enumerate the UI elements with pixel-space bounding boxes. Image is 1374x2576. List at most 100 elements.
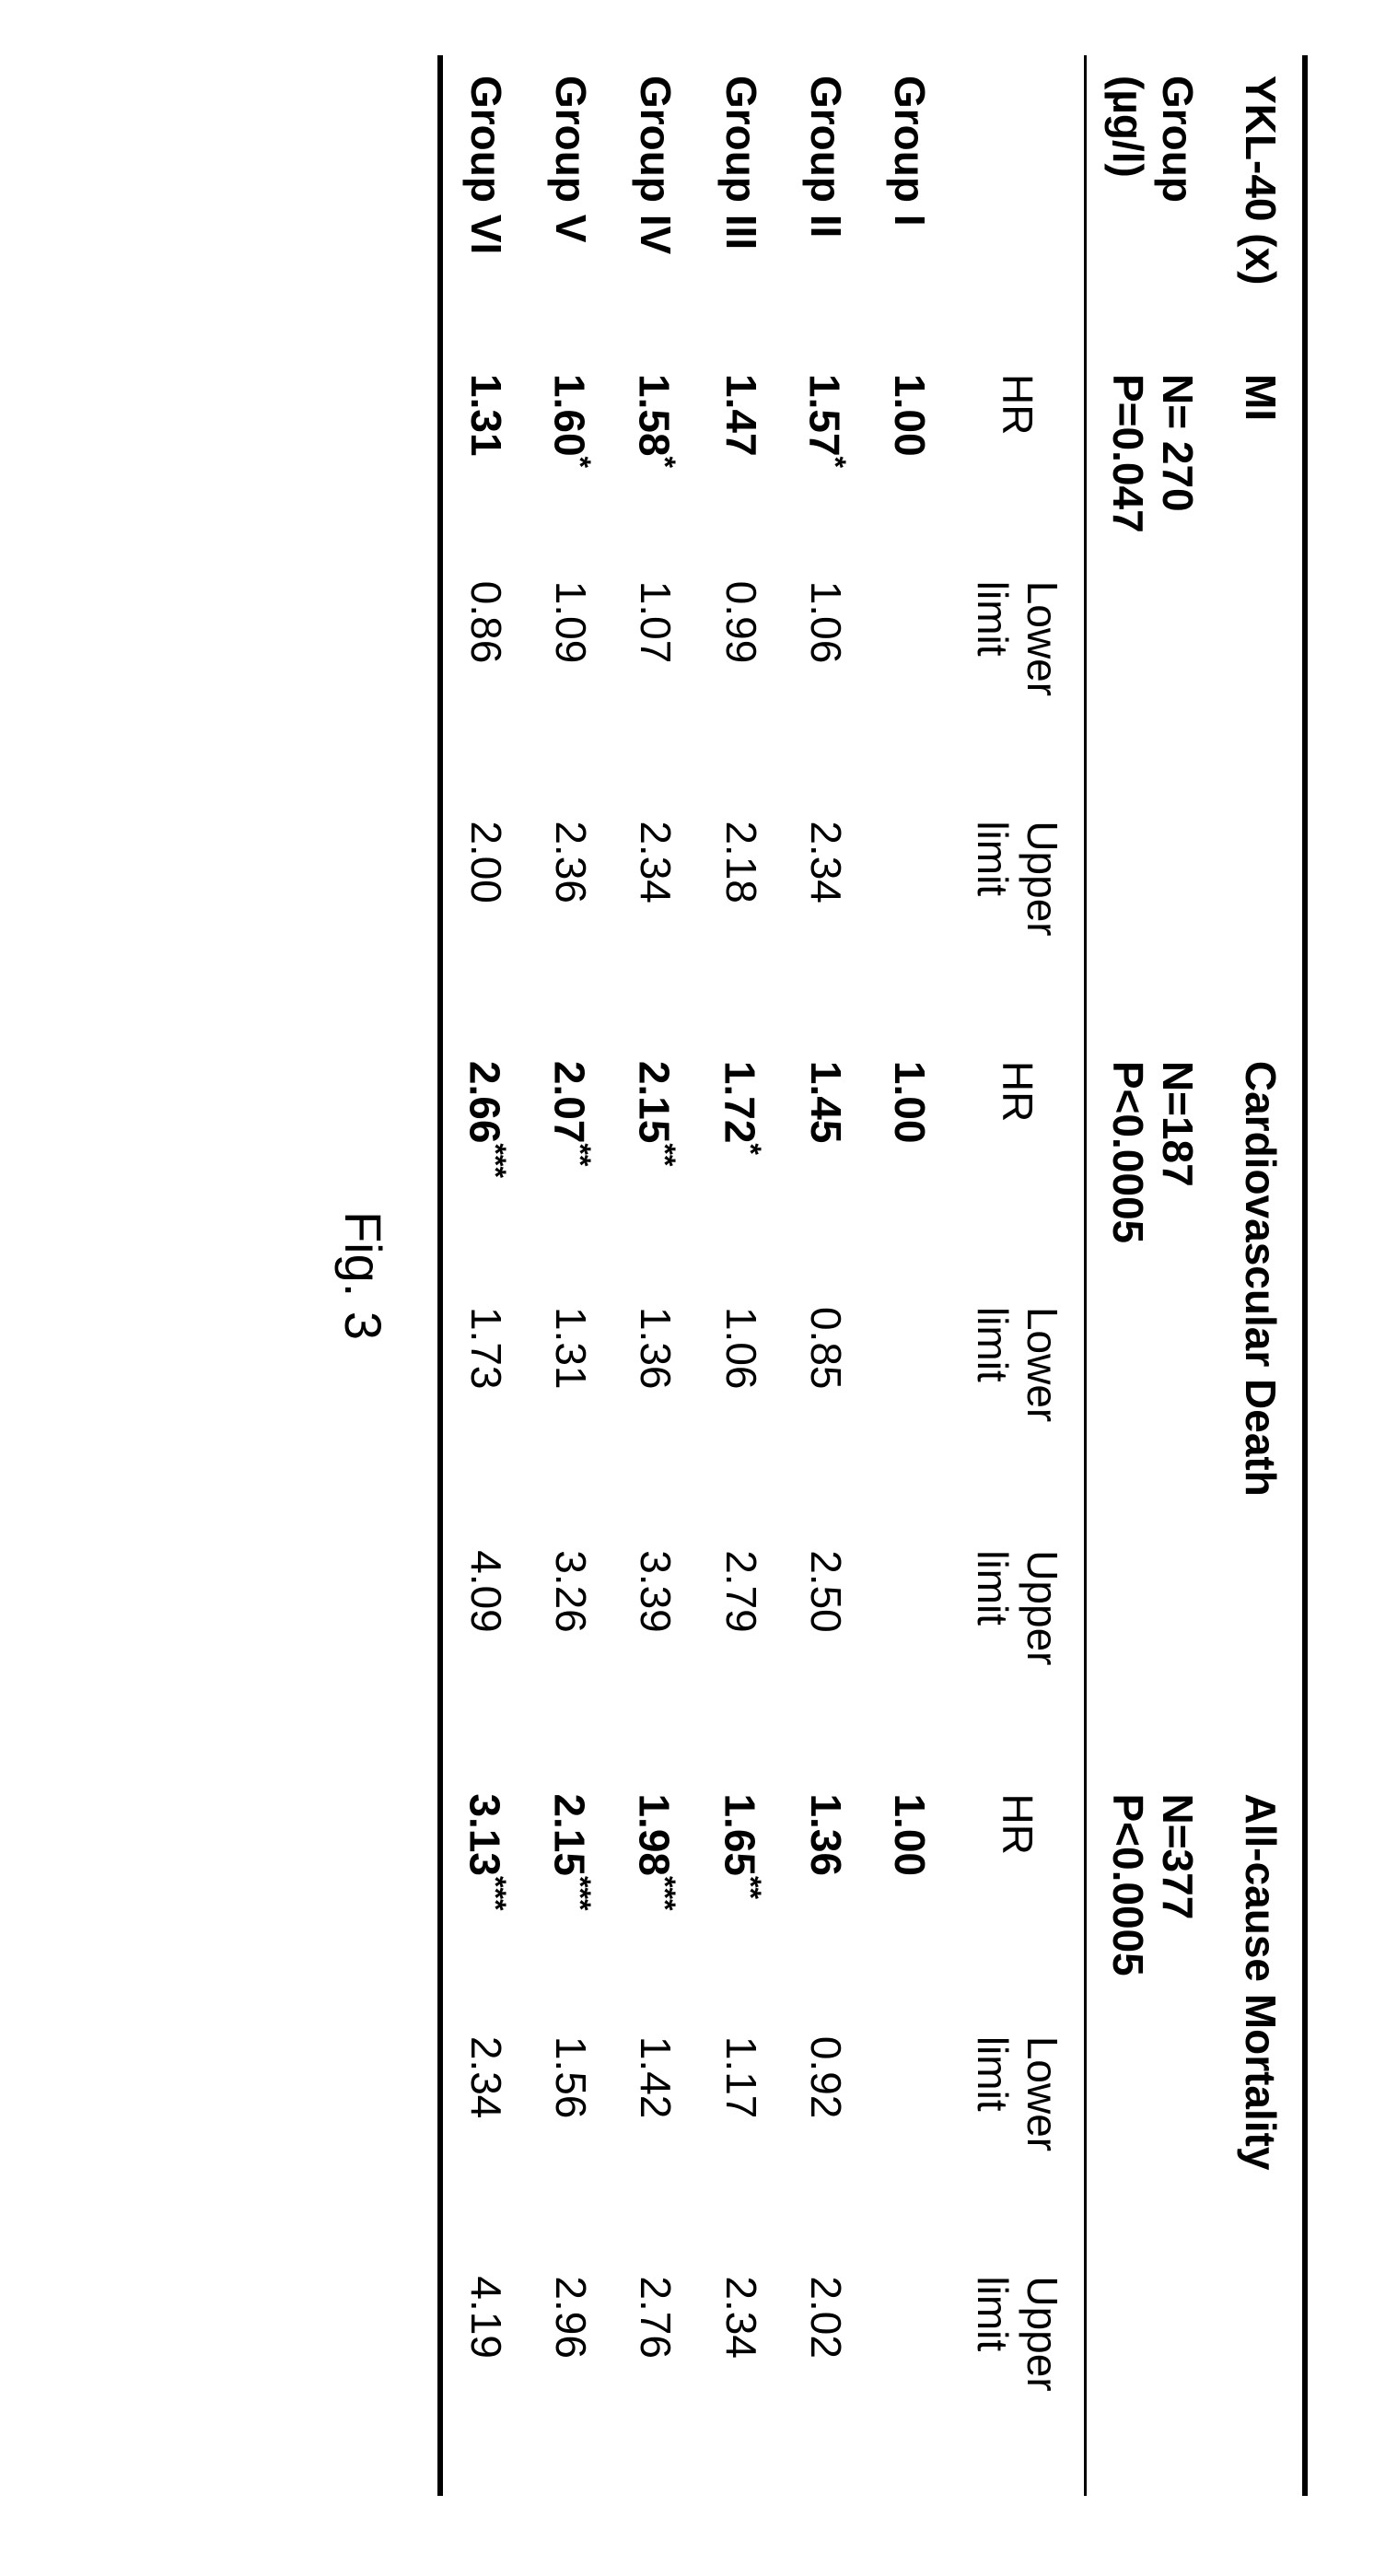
table-row: Group I1.001.001.00	[868, 55, 951, 2496]
cv-lower-label: Lower limit	[951, 1287, 1086, 1530]
table-cell: 2.34	[698, 2255, 783, 2496]
mi-upper-label: Upper limit	[951, 800, 1086, 1041]
significance-marker: ***	[648, 1876, 681, 1911]
table-cell: 1.00	[868, 1041, 951, 1287]
significance-marker: **	[734, 1876, 767, 1899]
table-row: Group VI1.310.862.002.66***1.734.093.13*…	[440, 55, 528, 2496]
col-mi-header: MI	[1219, 354, 1305, 1041]
table-cell: 2.66***	[440, 1041, 528, 1287]
table-cell	[868, 2016, 951, 2256]
al-upper-line1: Upper	[1019, 2276, 1066, 2391]
mi-p: P=0.047	[1104, 374, 1152, 533]
table-cell: 1.45	[784, 1041, 868, 1287]
table-cell: 2.15***	[529, 1773, 613, 2015]
mi-upper-line1: Upper	[1019, 821, 1066, 936]
table-cell: 1.36	[613, 1287, 698, 1530]
table-cell: Group IV	[613, 55, 698, 354]
table-cell: 1.47	[698, 354, 783, 561]
col-ykl-header: YKL-40 (x)	[1219, 55, 1305, 354]
table-cell	[868, 2255, 951, 2496]
table-cell: 1.98***	[613, 1773, 698, 2015]
table-cell: 1.36	[784, 1773, 868, 2015]
table-cell: 1.00	[868, 1773, 951, 2015]
mi-lower-line1: Lower	[1019, 581, 1066, 696]
table-cell: 0.99	[698, 561, 783, 801]
all-n: N=377	[1154, 1793, 1202, 1919]
subheader-blank	[951, 55, 1086, 354]
table-cell: Group II	[784, 55, 868, 354]
table-cell: 0.86	[440, 561, 528, 801]
table-cell: 3.26	[529, 1530, 613, 1773]
all-n-p: N=377 P<0.0005	[1086, 1773, 1220, 2496]
table-cell: 2.36	[529, 800, 613, 1041]
table-row: Group III1.470.992.181.72*1.062.791.65**…	[698, 55, 783, 2496]
table-cell: 1.60*	[529, 354, 613, 561]
table-cell: 2.34	[440, 2016, 528, 2256]
table-cell: 2.50	[784, 1530, 868, 1773]
table-cell: Group V	[529, 55, 613, 354]
cv-n-p: N=187 P<0.0005	[1086, 1041, 1220, 1774]
table-cell: Group I	[868, 55, 951, 354]
figure-caption: Fig. 3	[333, 55, 393, 2496]
cv-hr-label: HR	[951, 1041, 1086, 1287]
table-cell: Group VI	[440, 55, 528, 354]
group-label-line2: (µg/l)	[1104, 76, 1152, 178]
table-cell: 1.31	[529, 1287, 613, 1530]
table-cell: 3.13***	[440, 1773, 528, 2015]
mi-upper-line2: limit	[969, 821, 1017, 896]
table-cell: 0.92	[784, 2016, 868, 2256]
al-lower-line2: limit	[969, 2036, 1017, 2112]
table-cell: 1.73	[440, 1287, 528, 1530]
table-cell: 1.00	[868, 354, 951, 561]
table-cell: 2.96	[529, 2255, 613, 2496]
table-cell: 2.79	[698, 1530, 783, 1773]
table-cell: 2.34	[784, 800, 868, 1041]
table-cell: 1.07	[613, 561, 698, 801]
al-upper-label: Upper limit	[951, 2255, 1086, 2496]
col-all-header: All-cause Mortality	[1219, 1773, 1305, 2496]
significance-marker: ***	[564, 1876, 597, 1911]
table-cell: Group III	[698, 55, 783, 354]
table-cell: 2.07**	[529, 1041, 613, 1287]
table-cell: 1.57*	[784, 354, 868, 561]
table-cell: 2.00	[440, 800, 528, 1041]
cv-n: N=187	[1154, 1061, 1202, 1187]
table-cell: 2.34	[613, 800, 698, 1041]
cv-lower-line2: limit	[969, 1307, 1017, 1382]
cv-lower-line1: Lower	[1019, 1307, 1066, 1422]
table-cell	[868, 1287, 951, 1530]
table-cell: 3.39	[613, 1530, 698, 1773]
cv-upper-line1: Upper	[1019, 1550, 1066, 1665]
table-row: Group V1.60*1.092.362.07**1.313.262.15**…	[529, 55, 613, 2496]
table-cell: 1.42	[613, 2016, 698, 2256]
significance-marker: *	[648, 457, 681, 469]
significance-marker: *	[734, 1143, 767, 1155]
cv-upper-label: Upper limit	[951, 1530, 1086, 1773]
group-unit-header: Group (µg/l)	[1086, 55, 1220, 354]
table-row: Group II1.57*1.062.341.450.852.501.360.9…	[784, 55, 868, 2496]
significance-marker: ***	[479, 1143, 512, 1178]
table-cell: 1.31	[440, 354, 528, 561]
mi-n: N= 270	[1154, 374, 1202, 512]
mi-lower-line2: limit	[969, 581, 1017, 657]
table-cell	[868, 1530, 951, 1773]
table-cell: 1.65**	[698, 1773, 783, 2015]
all-p: P<0.0005	[1104, 1793, 1152, 1976]
table-cell	[868, 561, 951, 801]
table-cell: 1.72*	[698, 1041, 783, 1287]
table-cell: 1.56	[529, 2016, 613, 2256]
al-upper-line2: limit	[969, 2276, 1017, 2351]
col-cv-header: Cardiovascular Death	[1219, 1041, 1305, 1774]
table-row: Group IV1.58*1.072.342.15**1.363.391.98*…	[613, 55, 698, 2496]
table-cell: 1.58*	[613, 354, 698, 561]
table-cell: 1.06	[698, 1287, 783, 1530]
table-cell	[868, 800, 951, 1041]
mi-hr-label: HR	[951, 354, 1086, 561]
table-cell: 2.18	[698, 800, 783, 1041]
cv-p: P<0.0005	[1104, 1061, 1152, 1243]
table-cell: 1.06	[784, 561, 868, 801]
table-cell: 0.85	[784, 1287, 868, 1530]
table-cell: 2.02	[784, 2255, 868, 2496]
mi-lower-label: Lower limit	[951, 561, 1086, 801]
significance-marker: *	[564, 457, 597, 469]
